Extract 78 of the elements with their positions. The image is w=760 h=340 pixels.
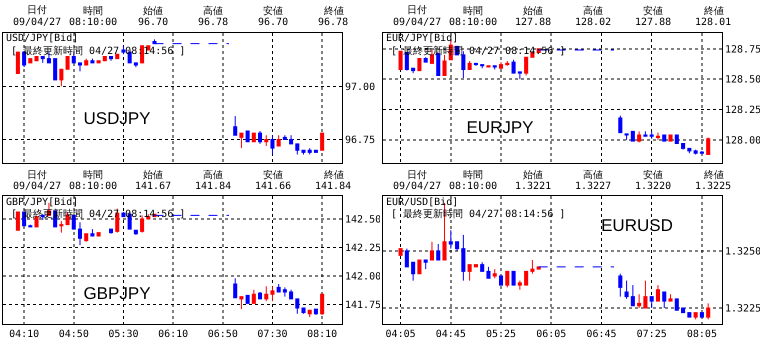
- text: 08:10:00: [449, 181, 498, 192]
- text: 始値: [523, 169, 543, 181]
- text: 09/04/27: [393, 17, 442, 28]
- text: 141.66: [255, 181, 292, 192]
- x-tick-label: 07:25: [636, 329, 667, 340]
- y-tick-label: 1.3250: [725, 246, 760, 258]
- y-tick-label: 142.50: [345, 214, 382, 226]
- text: 08:10:00: [449, 17, 498, 28]
- text: 08:10:00: [69, 17, 118, 28]
- x-tick-label: 04:05: [386, 329, 416, 340]
- y-tick-label: 142.00: [345, 272, 382, 282]
- y-tick-label: 128.25: [725, 105, 760, 116]
- text: 始値: [143, 5, 163, 17]
- text: 日付: [27, 5, 47, 16]
- text: GBPJPY: [83, 284, 151, 303]
- annotation: GBP/JPY[Bid]: [6, 197, 78, 208]
- text: USDJPY: [83, 108, 151, 128]
- text: 日付: [27, 170, 47, 181]
- text: 09/04/27: [13, 17, 62, 28]
- x-tick-label: 08:10: [307, 329, 338, 340]
- text: 96.78: [318, 17, 348, 28]
- y-tick-label: 128.00: [725, 135, 760, 146]
- text: 高値: [583, 5, 603, 17]
- x-tick-label: 04:50: [58, 329, 89, 340]
- annotation: EUR/JPY[Bid]: [386, 33, 458, 44]
- text: 141.67: [135, 181, 172, 192]
- annotation: USD/JPY[Bid]: [6, 33, 78, 44]
- x-tick-label: 07:30: [257, 329, 288, 340]
- x-tick-label: 06:50: [208, 329, 238, 340]
- text: 141.84: [195, 181, 232, 192]
- y-tick-label: 141.75: [345, 300, 382, 312]
- text: 日付: [407, 5, 427, 16]
- x-tick-label: 08:05: [686, 329, 717, 340]
- y-tick-label: 96.75: [345, 135, 376, 146]
- x-tick-label: 05:25: [486, 329, 516, 340]
- text: 終値: [323, 169, 344, 181]
- text: 09/04/27: [393, 181, 442, 192]
- text: 始値: [143, 169, 163, 181]
- y-tick-label: 1.3225: [725, 304, 760, 314]
- text: 始値: [523, 5, 543, 17]
- text: 127.88: [635, 17, 672, 28]
- text: 96.78: [198, 17, 228, 28]
- y-tick-label: 97.00: [345, 82, 376, 93]
- text: 128.01: [695, 17, 732, 28]
- text: 09/04/27: [13, 181, 62, 192]
- text: 時間: [83, 169, 103, 181]
- text: 1.3220: [635, 181, 672, 192]
- text: 安値: [643, 5, 663, 17]
- text: 安値: [263, 5, 283, 17]
- x-tick-label: 06:10: [158, 329, 188, 340]
- text: 時間: [463, 169, 483, 181]
- text: 1.3225: [695, 181, 732, 192]
- text: 08:10:00: [69, 181, 118, 192]
- text: 終値: [703, 169, 724, 181]
- text: 時間: [463, 5, 483, 17]
- text: 127.88: [515, 17, 552, 28]
- text: EURUSD: [601, 216, 673, 235]
- text: 1.3221: [515, 181, 552, 192]
- text: EURJPY: [466, 118, 534, 137]
- y-tick-label: 142.25: [345, 242, 382, 254]
- text: 1.3227: [575, 181, 612, 192]
- text: 96.70: [138, 17, 168, 28]
- x-tick-label: 04:10: [9, 329, 40, 340]
- x-tick-label: 06:05: [536, 329, 566, 340]
- y-tick-label: 128.50: [725, 74, 760, 86]
- annotation: EUR/USD[Bid]: [386, 197, 458, 208]
- x-tick-label: 04:45: [436, 329, 466, 340]
- text: 高値: [203, 5, 223, 17]
- text: 終値: [323, 5, 344, 17]
- text: 終値: [703, 5, 724, 17]
- x-tick-label: 05:30: [108, 329, 139, 340]
- text: 141.84: [315, 181, 352, 192]
- text: 日付: [407, 170, 427, 181]
- x-tick-label: 06:45: [586, 329, 617, 340]
- text: 時間: [83, 5, 103, 17]
- text: 96.70: [258, 17, 288, 28]
- y-tick-label: 128.75: [725, 44, 760, 56]
- text: 128.02: [575, 17, 612, 28]
